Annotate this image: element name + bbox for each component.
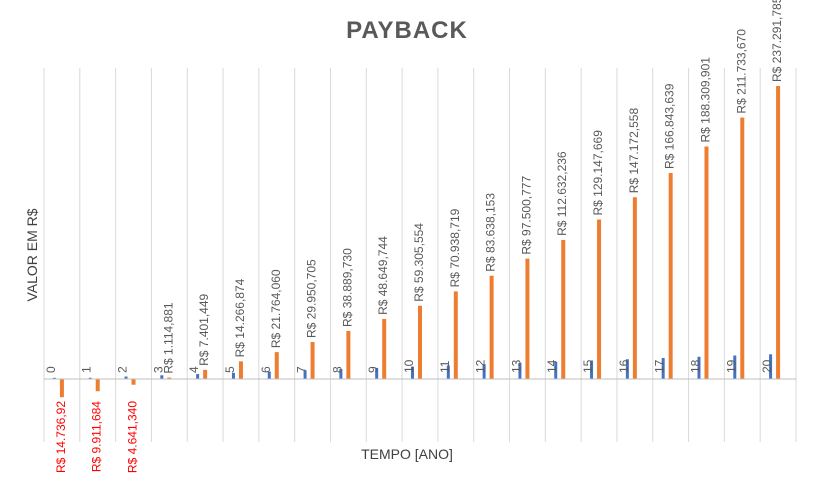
bar-series-1 <box>769 354 773 379</box>
category-label: 10 <box>402 359 416 373</box>
bar-series-2 <box>668 172 673 379</box>
bar-series-2 <box>131 379 136 385</box>
bar-series-2 <box>346 330 351 379</box>
bar-series-1 <box>160 375 164 379</box>
bar-series-2 <box>561 239 566 379</box>
bar-series-1 <box>88 377 92 379</box>
category-label: 9 <box>366 366 380 373</box>
bar-series-2 <box>59 379 64 398</box>
category-label: 0 <box>44 366 58 373</box>
data-label: R$ 97.500,777 <box>519 176 533 255</box>
data-label: R$ 211.733,670 <box>734 29 748 114</box>
chart-title: PAYBACK <box>346 17 468 44</box>
data-label: R$ 38.889,730 <box>340 248 354 327</box>
gridlines <box>43 68 797 442</box>
x-axis-title: TEMPO [ANO] <box>361 446 453 462</box>
category-label: 20 <box>760 359 774 373</box>
data-label: R$ 70.938,719 <box>448 208 462 287</box>
y-axis-title: VALOR EM R$ <box>24 208 40 301</box>
bar-series-2 <box>418 305 422 379</box>
data-label: R$ 4.641,340 <box>126 401 140 473</box>
category-label: 18 <box>688 359 702 373</box>
bar-series-1 <box>124 376 128 379</box>
bar-series-2 <box>274 352 279 379</box>
category-label: 7 <box>295 366 309 373</box>
data-label: R$ 188.309,901 <box>698 57 712 143</box>
bar-series-2 <box>776 86 781 379</box>
bar-series-2 <box>597 219 602 379</box>
category-label: 3 <box>151 366 165 373</box>
data-label: R$ 9.911,684 <box>90 401 104 472</box>
bar-series-1 <box>303 370 307 379</box>
data-label: R$ 14.266,874 <box>233 278 247 357</box>
category-label: 14 <box>545 359 559 373</box>
bar-series-2 <box>167 377 172 379</box>
data-label: R$ 237.291,785 <box>770 0 784 82</box>
bar-series-1 <box>375 367 379 379</box>
data-label: R$ 129.147,669 <box>591 130 605 216</box>
category-label: 1 <box>80 366 94 373</box>
bar-series-2 <box>740 117 745 379</box>
category-label: 5 <box>223 366 237 373</box>
bar-series-1 <box>411 366 414 379</box>
data-label: R$ 59.305,554 <box>412 223 426 302</box>
bar-series-1 <box>196 374 200 379</box>
bar-series-1 <box>482 364 486 379</box>
category-label: 6 <box>259 366 273 373</box>
data-label: R$ 14.736,92 <box>54 401 68 473</box>
bar-series-1 <box>697 356 701 379</box>
bar-series-1 <box>554 361 558 379</box>
category-label: 17 <box>653 359 667 373</box>
bar-series-2 <box>203 369 208 379</box>
bar-series-1 <box>231 372 235 379</box>
bar-series-1 <box>267 371 271 379</box>
data-label: R$ 1.114,881 <box>161 302 175 373</box>
bar-series-2 <box>704 146 709 379</box>
category-label: 8 <box>330 366 344 373</box>
bar-series-1 <box>733 355 737 379</box>
data-label: R$ 48.649,744 <box>376 236 390 315</box>
category-label: 16 <box>617 359 631 373</box>
category-label: 11 <box>438 360 452 373</box>
bar-series-1 <box>339 369 343 379</box>
data-label: R$ 7.401,449 <box>197 293 211 365</box>
data-label: R$ 21.764,060 <box>269 269 283 348</box>
bars <box>52 86 781 398</box>
bar-series-1 <box>446 365 450 379</box>
category-label: 15 <box>581 359 595 373</box>
bar-series-2 <box>382 318 387 379</box>
bar-series-2 <box>453 291 458 379</box>
bar-series-2 <box>489 275 494 379</box>
data-label: R$ 83.638,153 <box>484 193 498 272</box>
data-label: R$ 29.950,705 <box>305 259 319 338</box>
category-label: 12 <box>474 359 488 373</box>
bar-series-1 <box>590 360 594 379</box>
bar-series-2 <box>310 342 315 379</box>
data-label: R$ 112.632,236 <box>555 151 569 236</box>
bar-series-1 <box>661 358 665 379</box>
bar-series-2 <box>632 197 637 379</box>
bar-series-2 <box>95 379 100 392</box>
category-label: 2 <box>116 366 130 373</box>
bar-series-1 <box>52 377 56 379</box>
category-label: 13 <box>509 359 523 373</box>
labels: 0 R$ 14.736,92 1 R$ 9.911,684 2 R$ 4.641,340 3… <box>44 0 784 473</box>
bar-series-2 <box>525 258 530 379</box>
bar-series-1 <box>518 362 522 379</box>
category-label: 19 <box>724 359 738 373</box>
bar-series-2 <box>238 361 243 379</box>
data-label: R$ 147.172,558 <box>627 108 641 194</box>
category-label: 4 <box>187 366 201 373</box>
data-label: R$ 166.843,639 <box>663 83 677 169</box>
bar-series-1 <box>625 359 629 379</box>
